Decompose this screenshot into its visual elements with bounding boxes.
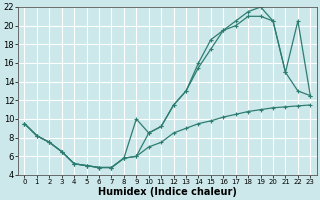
X-axis label: Humidex (Indice chaleur): Humidex (Indice chaleur) (98, 187, 237, 197)
